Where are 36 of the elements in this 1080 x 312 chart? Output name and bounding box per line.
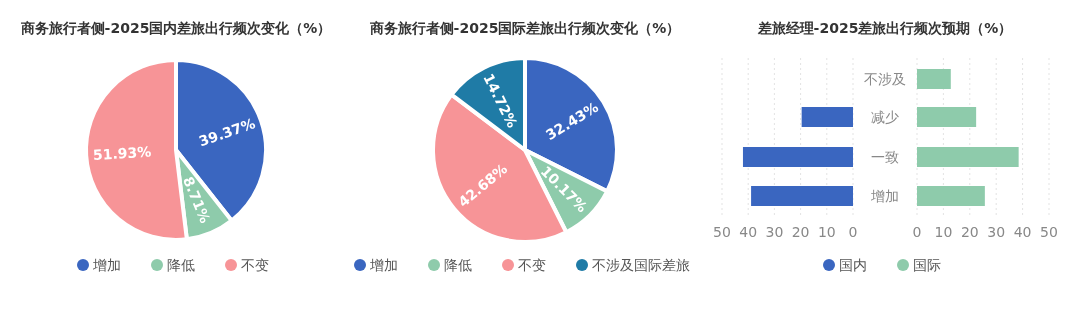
legend-label: 不变: [518, 257, 546, 273]
bar: [917, 107, 977, 127]
y-tick-label: 增加: [870, 188, 899, 204]
x-tick-label: 50: [713, 224, 731, 240]
legend-label: 增加: [92, 257, 121, 273]
legend-label: 国内: [839, 257, 867, 273]
chart-title: 商务旅行者侧-2025国内差旅出行频次变化（%）: [19, 20, 332, 36]
x-tick-label: 50: [1040, 224, 1058, 240]
legend-label: 增加: [369, 257, 398, 273]
legend-label: 不变: [241, 257, 269, 273]
x-tick-label: 40: [739, 224, 758, 240]
legend-label: 降低: [444, 257, 472, 273]
x-tick-label: 20: [791, 224, 810, 240]
x-tick-label: 10: [817, 224, 836, 240]
bar: [742, 147, 853, 167]
bar: [917, 147, 1019, 167]
x-tick-label: 30: [987, 224, 1006, 240]
x-tick-label: 40: [1013, 224, 1032, 240]
text: 差旅经理-2025差旅出行频次预期（%）: [756, 20, 1013, 36]
bar: [917, 186, 985, 206]
bar: [917, 69, 951, 89]
x-tick-label: 30: [765, 224, 784, 240]
y-tick-label: 不涉及: [864, 71, 906, 87]
legend-label: 国际: [913, 257, 941, 273]
legend-label: 不涉及国际差旅: [592, 257, 690, 273]
x-tick-label: 20: [960, 224, 979, 240]
y-tick-label: 减少: [871, 109, 899, 125]
legend-label: 降低: [167, 257, 195, 273]
data-label: 51.93%: [92, 143, 152, 164]
chart-title: 商务旅行者侧-2025国际差旅出行频次变化（%）: [368, 20, 681, 36]
bar: [751, 186, 853, 206]
y-tick-label: 一致: [871, 149, 899, 165]
x-tick-label: 0: [912, 224, 922, 240]
bar: [801, 107, 853, 127]
x-tick-label: 0: [848, 224, 858, 240]
x-tick-label: 10: [934, 224, 953, 240]
